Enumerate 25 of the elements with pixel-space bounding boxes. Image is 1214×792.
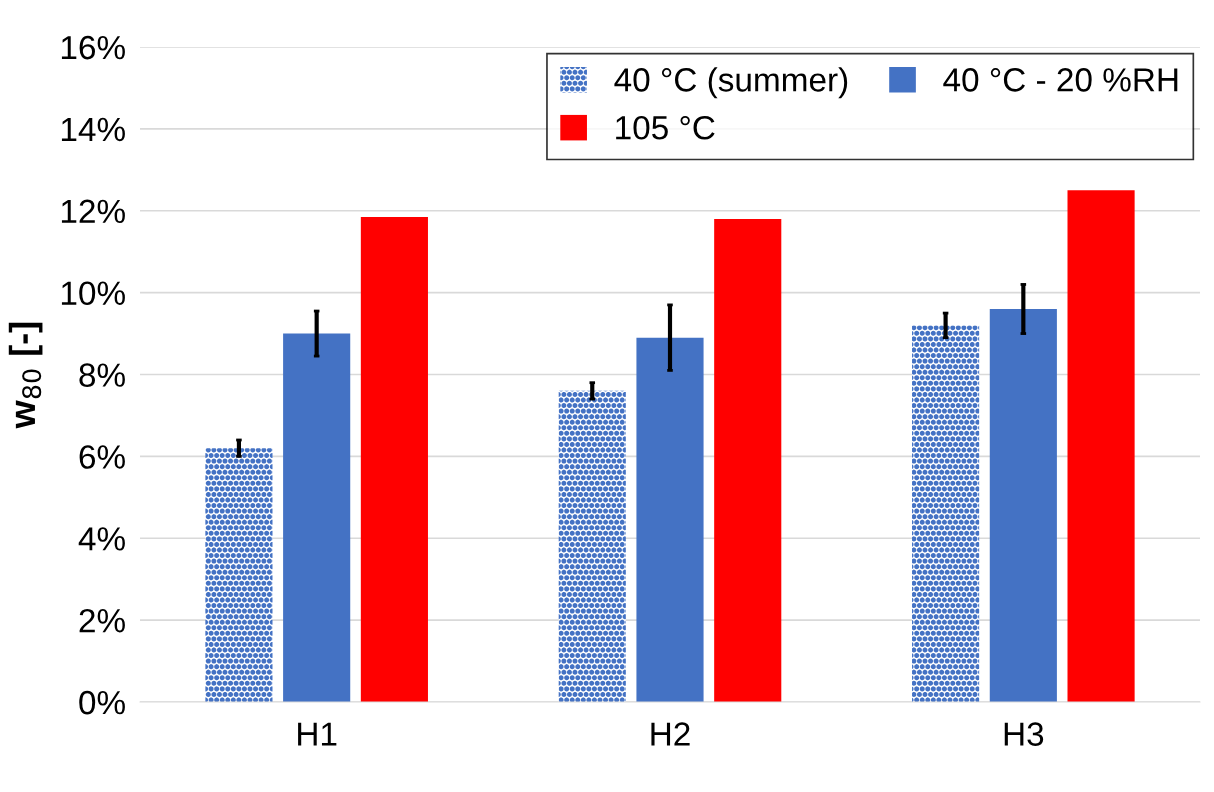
legend-label: 105 °C — [616, 115, 715, 140]
x-tick-label: H1 — [298, 722, 337, 746]
y-tick-label: 16% — [61, 35, 125, 60]
y-tick-label: 14% — [61, 117, 125, 142]
bar — [912, 325, 980, 702]
y-tick-label: 6% — [79, 445, 125, 469]
y-tick-label: 4% — [78, 527, 125, 551]
x-tick-label: H2 — [651, 722, 690, 746]
y-tick-label: 8% — [79, 363, 125, 387]
bar — [989, 309, 1057, 702]
y-axis-title: w$_{80}$ [-] — [8, 322, 43, 429]
bar — [283, 333, 351, 702]
bar — [714, 218, 782, 702]
legend-label: 40 °C (summer) — [614, 67, 848, 99]
y-tick-label: 2% — [79, 608, 125, 633]
y-tick-label: 10% — [61, 281, 125, 306]
bar — [360, 216, 428, 702]
bar — [205, 448, 273, 702]
y-tick-label: 0% — [79, 690, 125, 715]
x-tick-label: H3 — [1004, 722, 1044, 746]
bar — [1067, 190, 1135, 702]
bar — [636, 337, 704, 702]
bar — [558, 390, 626, 702]
y-tick-label: 12% — [61, 199, 125, 224]
legend-label: 40 °C - 20 %RH — [943, 68, 1178, 92]
